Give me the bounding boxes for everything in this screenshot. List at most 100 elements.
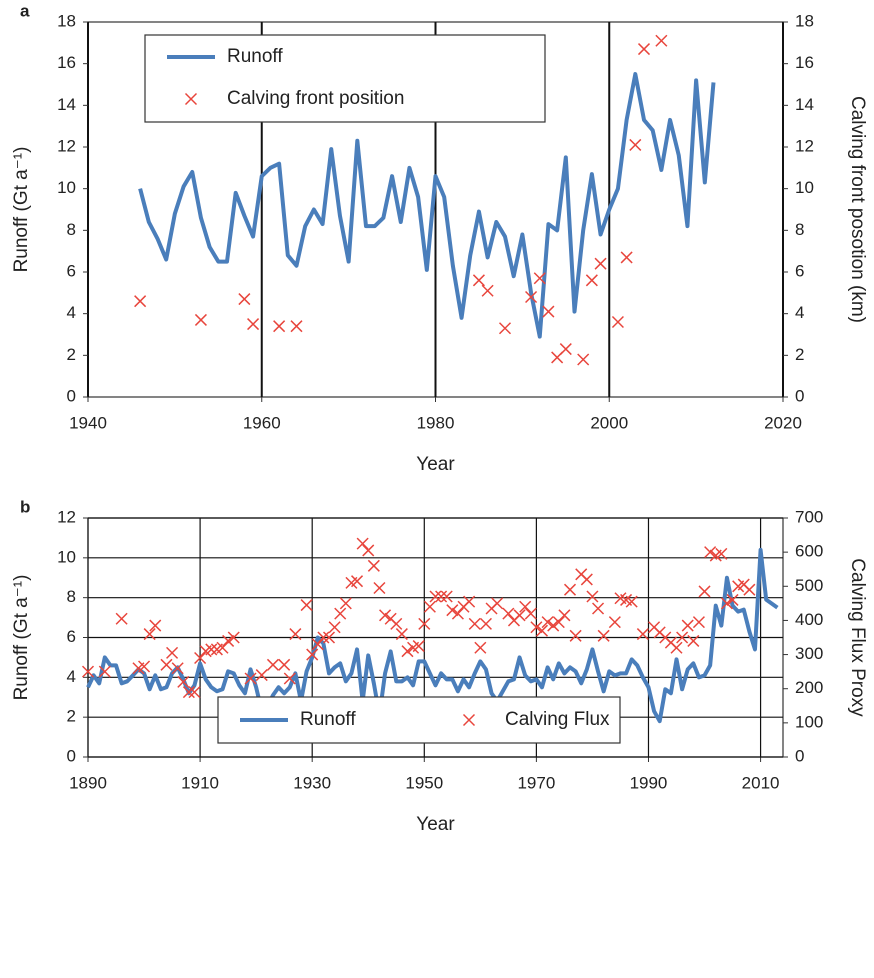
x-axis-title: Year: [416, 454, 455, 475]
x-marker: [559, 343, 572, 356]
legend-label: Runoff: [300, 709, 356, 730]
y2-tick-label: 600: [795, 542, 823, 561]
x-marker: [692, 616, 705, 629]
x-marker: [177, 675, 190, 688]
x-marker: [451, 607, 464, 620]
x-marker: [300, 599, 313, 612]
x-marker: [552, 616, 565, 629]
legend-label: Calving front position: [227, 88, 404, 109]
x-marker: [289, 628, 302, 641]
x-marker: [535, 624, 549, 637]
x-marker: [715, 547, 728, 560]
x-marker: [569, 629, 582, 642]
x-marker: [440, 590, 453, 603]
y2-axis-title: Calving Flux Proxy: [847, 558, 868, 717]
y-tick-label: 8: [67, 220, 76, 239]
x-tick-label: 1990: [630, 773, 668, 792]
x-marker: [491, 597, 504, 610]
x-marker: [216, 641, 229, 654]
y2-tick-label: 200: [795, 678, 823, 697]
y2-tick-label: 2: [795, 345, 804, 364]
y2-tick-label: 0: [795, 746, 804, 765]
legend-box: [144, 34, 546, 123]
x-marker: [149, 619, 162, 632]
x-marker: [585, 274, 598, 287]
x-marker: [423, 600, 436, 613]
x-marker: [743, 583, 756, 596]
x-marker: [586, 590, 599, 603]
y2-tick-label: 10: [795, 178, 814, 197]
x-marker: [513, 609, 526, 622]
x-marker: [676, 631, 689, 644]
y-tick-label: 4: [67, 303, 76, 322]
x-marker: [479, 617, 492, 630]
x-marker: [182, 686, 195, 699]
x-tick-label: 1940: [69, 413, 107, 432]
runoff-line: [138, 72, 716, 339]
x-marker: [541, 616, 554, 629]
legend-swatch: [184, 92, 198, 106]
x-tick-label: 1980: [417, 413, 455, 432]
y-tick-label: 10: [57, 178, 76, 197]
x-marker: [726, 593, 739, 606]
x-tick-label: 2020: [764, 413, 802, 432]
x-marker: [194, 313, 207, 326]
x-marker: [519, 600, 532, 613]
y-tick-label: 2: [67, 345, 76, 364]
x-tick-label: 1910: [181, 773, 219, 792]
y-axis-title: Runoff (Gt a⁻¹): [11, 575, 32, 701]
x-tick-label: 1950: [405, 773, 443, 792]
x-marker: [597, 629, 610, 642]
x-marker: [608, 616, 621, 629]
x-marker: [317, 631, 330, 644]
x-marker: [637, 43, 651, 56]
x-marker: [339, 597, 352, 610]
x-tick-label: 1970: [517, 773, 555, 792]
y-tick-label: 12: [57, 136, 76, 155]
x-tick-label: 2000: [590, 413, 628, 432]
legend-label: Runoff: [227, 46, 283, 67]
runoff-line: [86, 547, 779, 724]
y2-tick-label: 14: [795, 95, 814, 114]
x-marker: [435, 590, 448, 603]
y-tick-label: 2: [67, 707, 76, 726]
x-marker: [328, 621, 341, 634]
x-marker: [194, 651, 207, 665]
x-marker: [542, 305, 555, 318]
x-marker: [472, 274, 485, 287]
x-marker: [524, 607, 537, 620]
y-tick-label: 16: [57, 53, 76, 72]
x-marker: [412, 640, 425, 653]
x-marker: [81, 665, 95, 678]
x-marker: [395, 628, 408, 641]
x-marker: [481, 284, 494, 297]
y2-tick-label: 4: [795, 303, 804, 322]
panel-label: b: [20, 497, 30, 516]
marker-group: [134, 34, 668, 366]
x-marker: [238, 293, 251, 306]
x-tick-label: 1930: [293, 773, 331, 792]
x-marker: [446, 604, 459, 617]
x-marker: [160, 658, 173, 671]
y-axis-title: Runoff (Gt a⁻¹): [11, 147, 32, 273]
x-marker: [247, 318, 260, 331]
x-marker: [625, 595, 638, 608]
x-marker: [306, 648, 319, 661]
y2-tick-label: 0: [795, 386, 804, 405]
y2-tick-label: 8: [795, 220, 804, 239]
x-marker: [401, 645, 414, 658]
y-tick-label: 6: [67, 261, 76, 280]
x-marker: [429, 590, 442, 603]
x-tick-label: 1890: [69, 773, 107, 792]
y-tick-label: 0: [67, 746, 76, 765]
y2-tick-label: 500: [795, 576, 823, 595]
x-marker: [681, 619, 694, 632]
y2-tick-label: 300: [795, 644, 823, 663]
x-marker: [533, 272, 546, 285]
x-marker: [620, 251, 633, 264]
y2-tick-label: 18: [795, 11, 814, 30]
y-tick-label: 12: [57, 507, 76, 526]
x-tick-label: 1960: [243, 413, 281, 432]
x-marker: [362, 544, 375, 557]
x-marker: [563, 583, 577, 596]
